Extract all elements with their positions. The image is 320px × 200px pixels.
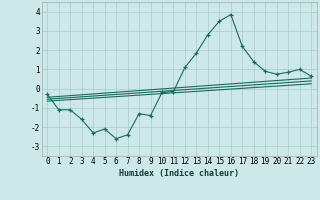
X-axis label: Humidex (Indice chaleur): Humidex (Indice chaleur) — [119, 169, 239, 178]
